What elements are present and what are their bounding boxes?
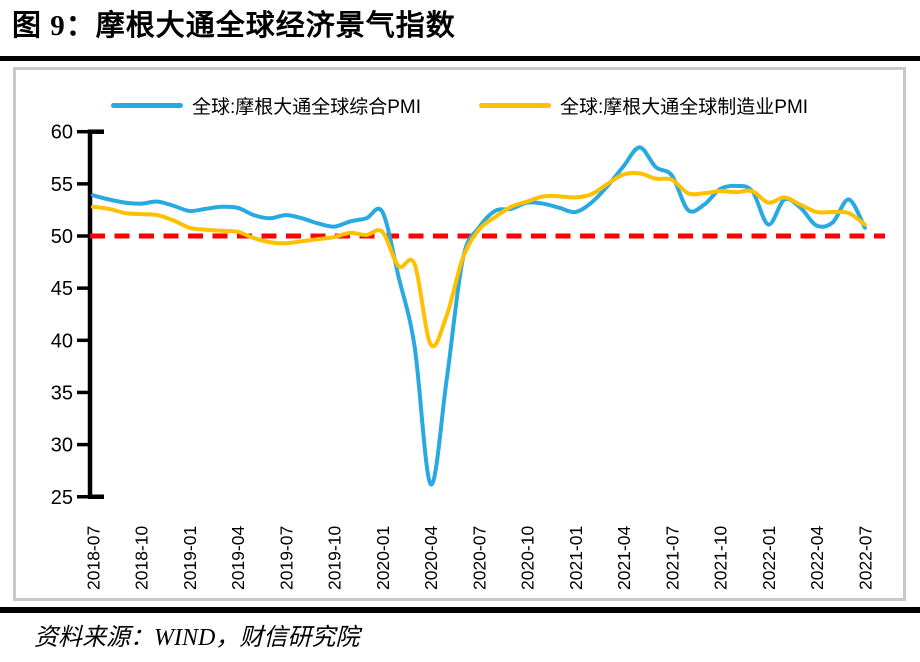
pmi-line-chart: 25 30 35 40 45 50 55 60 2018-07 2018-10 2019-01 201…	[51, 122, 885, 590]
pmi-chart-container: 25 30 35 40 45 50 55 60 2018-07 2018-10 2019-01 201…	[13, 67, 906, 601]
bottom-divider	[0, 607, 920, 613]
composite-pmi-line-swatch	[110, 103, 183, 108]
manufacturing-pmi-line-swatch	[479, 103, 551, 108]
y-tick-label: 45	[51, 278, 73, 300]
manufacturing-pmi-legend-label: 全球:摩根大通全球制造业PMI	[560, 97, 809, 118]
x-tick-label: 2020-10	[518, 526, 538, 590]
legend-item-composite-pmi: 全球:摩根大通全球综合PMI	[110, 92, 421, 119]
x-tick-label: 2020-04	[421, 526, 441, 590]
page-title: 图 9：摩根大通全球经济景气指数	[12, 10, 456, 42]
y-tick-label: 25	[51, 487, 73, 509]
series-line-manufacturing-pmi	[91, 170, 867, 349]
x-tick-label: 2021-04	[614, 526, 634, 590]
x-tick-label: 2018-07	[84, 526, 104, 590]
y-tick-label: 50	[51, 226, 73, 248]
x-tick-label: 2019-10	[325, 526, 345, 590]
y-tick-label: 30	[51, 435, 73, 457]
x-tick-label: 2019-01	[180, 526, 200, 590]
series-line-composite-pmi	[91, 145, 867, 487]
x-tick-label: 2021-07	[662, 526, 682, 590]
y-tick-label: 40	[51, 330, 73, 352]
title-divider	[0, 56, 920, 61]
source-note: 资料来源：WIND，财信研究院	[34, 625, 360, 651]
y-tick-label: 35	[51, 382, 73, 404]
x-tick-label: 2019-04	[228, 526, 248, 590]
x-tick-label: 2020-07	[469, 526, 489, 590]
x-tick-label: 2022-01	[759, 526, 779, 590]
x-tick-label: 2020-01	[373, 526, 393, 590]
y-tick-label: 55	[51, 174, 73, 196]
x-tick-label: 2021-10	[711, 526, 731, 590]
x-tick-label: 2021-01	[566, 526, 586, 590]
x-tick-label: 2018-10	[132, 526, 152, 590]
legend-item-manufacturing-pmi: 全球:摩根大通全球制造业PMI	[479, 92, 808, 119]
x-tick-label: 2019-07	[276, 526, 296, 590]
x-tick-label: 2022-07	[855, 526, 875, 590]
composite-pmi-legend-label: 全球:摩根大通全球综合PMI	[191, 97, 421, 118]
chart-legend: 全球:摩根大通全球综合PMI 全球:摩根大通全球制造业PMI	[16, 92, 903, 119]
y-tick-label: 60	[51, 122, 73, 144]
x-tick-label: 2022-04	[807, 526, 827, 590]
